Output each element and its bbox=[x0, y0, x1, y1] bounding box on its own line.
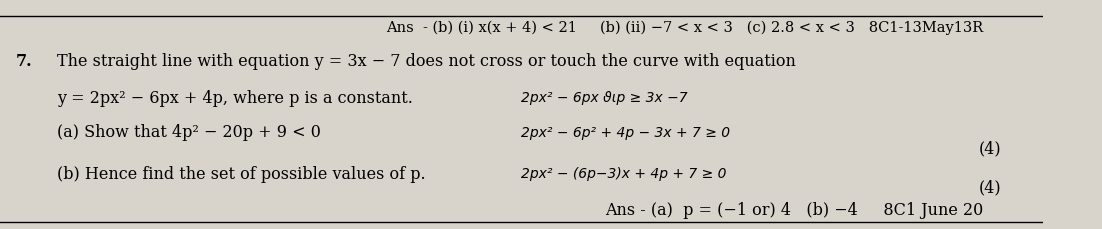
Text: 2px² − (6p−3)x + 4p + 7 ≥ 0: 2px² − (6p−3)x + 4p + 7 ≥ 0 bbox=[521, 167, 727, 181]
Text: 7.: 7. bbox=[15, 53, 32, 70]
Text: (a) Show that 4p² − 20p + 9 < 0: (a) Show that 4p² − 20p + 9 < 0 bbox=[57, 124, 322, 141]
Text: y = 2px² − 6px + 4p, where p is a constant.: y = 2px² − 6px + 4p, where p is a consta… bbox=[57, 90, 413, 107]
Text: The straight line with equation y = 3x − 7 does not cross or touch the curve wit: The straight line with equation y = 3x −… bbox=[57, 53, 797, 70]
Text: (4): (4) bbox=[979, 140, 1002, 157]
Text: Ans  - (b) (i) x(x + 4) < 21     (b) (ii) −7 < x < 3   (c) 2.8 < x < 3   8C1-13M: Ans - (b) (i) x(x + 4) < 21 (b) (ii) −7 … bbox=[386, 20, 983, 35]
Text: (4): (4) bbox=[979, 179, 1002, 196]
Text: 2px² − 6p² + 4p − 3x + 7 ≥ 0: 2px² − 6p² + 4p − 3x + 7 ≥ 0 bbox=[521, 126, 731, 140]
Text: Ans - (a)  p = (−1 or) 4   (b) −4     8C1 June 20: Ans - (a) p = (−1 or) 4 (b) −4 8C1 June … bbox=[605, 202, 983, 219]
Text: (b) Hence find the set of possible values of p.: (b) Hence find the set of possible value… bbox=[57, 166, 426, 183]
Text: 2px² − 6px ϑιp ≥ 3x −7: 2px² − 6px ϑιp ≥ 3x −7 bbox=[521, 91, 688, 106]
